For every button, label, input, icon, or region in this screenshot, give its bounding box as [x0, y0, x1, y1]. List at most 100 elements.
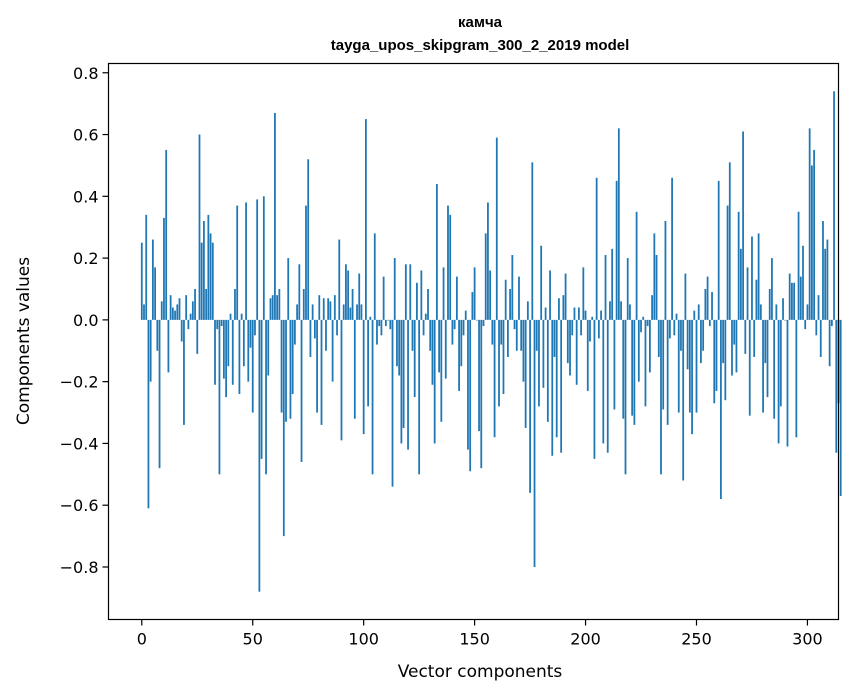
bar: [693, 310, 696, 320]
bar: [637, 319, 640, 382]
bar: [149, 319, 152, 382]
bar: [298, 264, 301, 320]
bar: [384, 319, 387, 327]
bar: [307, 159, 310, 320]
x-tick-label: 200: [570, 630, 601, 649]
bar: [680, 319, 682, 351]
bar: [495, 137, 498, 320]
y-tick-label: 0.0: [73, 311, 98, 330]
y-tick-label: −0.8: [60, 558, 99, 577]
bar: [278, 288, 281, 320]
bar: [682, 319, 685, 481]
bar: [657, 319, 660, 357]
bar: [604, 255, 607, 320]
bar: [631, 319, 634, 416]
bar: [804, 319, 807, 330]
bar: [522, 319, 525, 382]
bar: [411, 319, 414, 351]
bar: [294, 319, 296, 345]
bar: [447, 205, 449, 320]
bar: [396, 319, 398, 367]
bar: [819, 319, 822, 357]
y-tick-label: −0.2: [60, 373, 99, 392]
bar: [640, 319, 642, 333]
bar: [433, 319, 436, 444]
bar: [327, 298, 330, 320]
bar: [407, 319, 409, 450]
bar: [642, 316, 645, 320]
bar: [702, 319, 705, 351]
bar: [580, 319, 583, 336]
bar: [655, 255, 658, 320]
bar: [249, 319, 252, 348]
bar: [254, 319, 256, 336]
bar: [722, 319, 725, 364]
bar: [500, 319, 503, 345]
x-axis-label: Vector components: [398, 662, 563, 682]
bar: [358, 273, 361, 320]
bar: [591, 316, 594, 320]
bar: [267, 319, 270, 376]
bar: [473, 267, 476, 320]
bar: [595, 177, 598, 320]
bar: [824, 248, 827, 320]
y-tick-label: 0.8: [73, 64, 98, 83]
bar: [351, 288, 354, 320]
bar: [444, 319, 447, 379]
bar: [766, 319, 769, 398]
bar: [442, 267, 445, 320]
bar: [720, 319, 722, 500]
bar: [207, 214, 210, 320]
bar: [191, 301, 194, 320]
bar: [282, 319, 285, 537]
bar: [799, 276, 802, 320]
bar: [611, 248, 614, 320]
bar: [380, 319, 383, 336]
bar: [737, 211, 740, 320]
bar: [289, 319, 292, 419]
bar: [560, 319, 563, 453]
bar: [227, 319, 230, 367]
bar: [788, 273, 791, 320]
bar: [187, 319, 190, 330]
y-tick-label: 0.2: [73, 249, 98, 268]
bar: [742, 131, 744, 320]
bar: [178, 298, 181, 320]
bar: [644, 319, 647, 407]
bar: [309, 319, 312, 357]
bar: [251, 319, 254, 413]
bar: [467, 319, 469, 450]
bar: [185, 295, 188, 320]
bar: [196, 319, 199, 354]
bar: [245, 202, 247, 320]
bar: [773, 319, 776, 419]
bar: [509, 288, 511, 320]
bar: [755, 279, 758, 320]
y-tick-label: −0.6: [60, 496, 99, 515]
bar: [478, 319, 480, 432]
bar: [260, 319, 263, 459]
x-tick-label: 250: [681, 630, 712, 649]
bar: [513, 319, 516, 330]
bar: [538, 319, 540, 407]
bar: [211, 242, 214, 320]
bar: [826, 239, 829, 320]
bar: [815, 319, 818, 336]
bar: [564, 273, 567, 320]
bar: [342, 304, 345, 320]
bar: [296, 304, 298, 320]
bar: [489, 270, 492, 320]
bar: [802, 245, 804, 320]
bar: [593, 319, 596, 459]
bar: [582, 267, 585, 320]
bar: [540, 245, 543, 320]
bar: [220, 319, 223, 327]
bar: [471, 292, 474, 320]
bar: [458, 319, 460, 391]
bar: [404, 264, 407, 320]
bar: [365, 119, 367, 320]
bar: [311, 304, 314, 320]
bar: [779, 319, 782, 407]
bar: [345, 264, 347, 320]
bar: [562, 295, 565, 320]
